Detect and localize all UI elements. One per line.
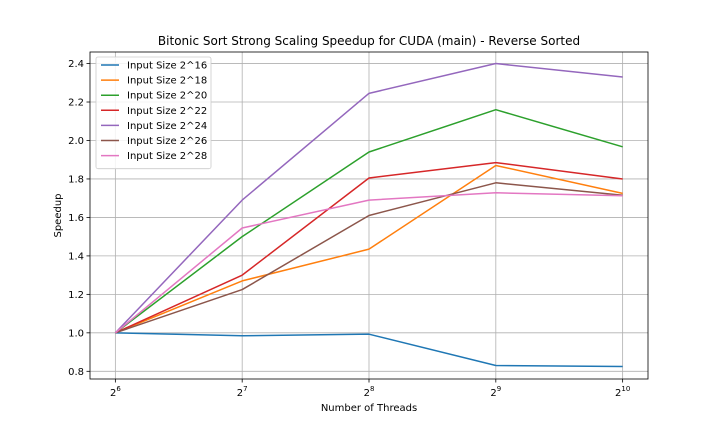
series-line-1: [115, 332, 623, 368]
series-line-7: [114, 192, 623, 334]
legend-label: Input Size 2^22: [127, 106, 207, 117]
y-tick-label: 2.0: [68, 136, 84, 147]
y-tick-label: 2.2: [68, 98, 84, 109]
legend-item: Input Size 2^16: [101, 61, 207, 72]
legend-label: Input Size 2^28: [127, 151, 207, 162]
x-tick-label: 26: [110, 385, 121, 399]
y-tick-label: 1.8: [68, 174, 84, 185]
series-line-3: [114, 108, 623, 334]
x-tick-exponent: 7: [243, 385, 247, 393]
x-tick-base: 2: [364, 388, 370, 399]
x-tick-exponent: 9: [497, 385, 501, 393]
x-tick-label: 210: [615, 385, 630, 399]
x-tick-label: 29: [490, 385, 501, 399]
x-tick-exponent: 8: [370, 385, 374, 393]
legend-box: [95, 56, 212, 170]
legend-item: Input Size 2^24: [101, 121, 207, 132]
legend-item: Input Size 2^26: [101, 136, 207, 147]
legend-item: Input Size 2^28: [101, 151, 207, 162]
legend-label: Input Size 2^26: [127, 136, 207, 147]
legend-label: Input Size 2^18: [127, 76, 207, 87]
y-tick-label: 1.4: [68, 251, 84, 262]
series-line-2: [115, 164, 623, 334]
y-axis-label: Speedup: [53, 193, 64, 237]
plot-lines: [114, 62, 623, 368]
series-line-6: [115, 182, 623, 334]
legend-label: Input Size 2^24: [127, 121, 207, 132]
y-tick-label: 1.6: [68, 213, 84, 224]
x-tick-label: 27: [237, 385, 248, 399]
x-tick-base: 2: [237, 388, 243, 399]
x-tick-base: 2: [110, 388, 116, 399]
series-line-5: [114, 62, 623, 334]
y-tick-label: 0.8: [68, 367, 84, 378]
x-axis-label: Number of Threads: [321, 403, 417, 414]
legend-label: Input Size 2^16: [127, 61, 207, 72]
legend: Input Size 2^16 Input Size 2^18 Input Size…: [95, 56, 212, 170]
x-tick-exponent: 10: [621, 385, 630, 393]
y-tick-label: 1.0: [68, 328, 84, 339]
y-tick-label: 1.2: [68, 290, 84, 301]
legend-item: Input Size 2^20: [101, 91, 207, 102]
x-tick-exponent: 6: [116, 385, 121, 393]
x-tick-base: 2: [615, 388, 621, 399]
x-tick-base: 2: [490, 388, 496, 399]
legend-item: Input Size 2^18: [101, 76, 207, 87]
legend-item: Input Size 2^22: [101, 106, 207, 117]
chart-title: Bitonic Sort Strong Scaling Speedup for …: [158, 34, 580, 48]
x-tick-label: 28: [364, 385, 375, 399]
series-line-4: [115, 161, 623, 334]
y-tick-label: 2.4: [68, 59, 84, 70]
legend-label: Input Size 2^20: [127, 91, 207, 102]
